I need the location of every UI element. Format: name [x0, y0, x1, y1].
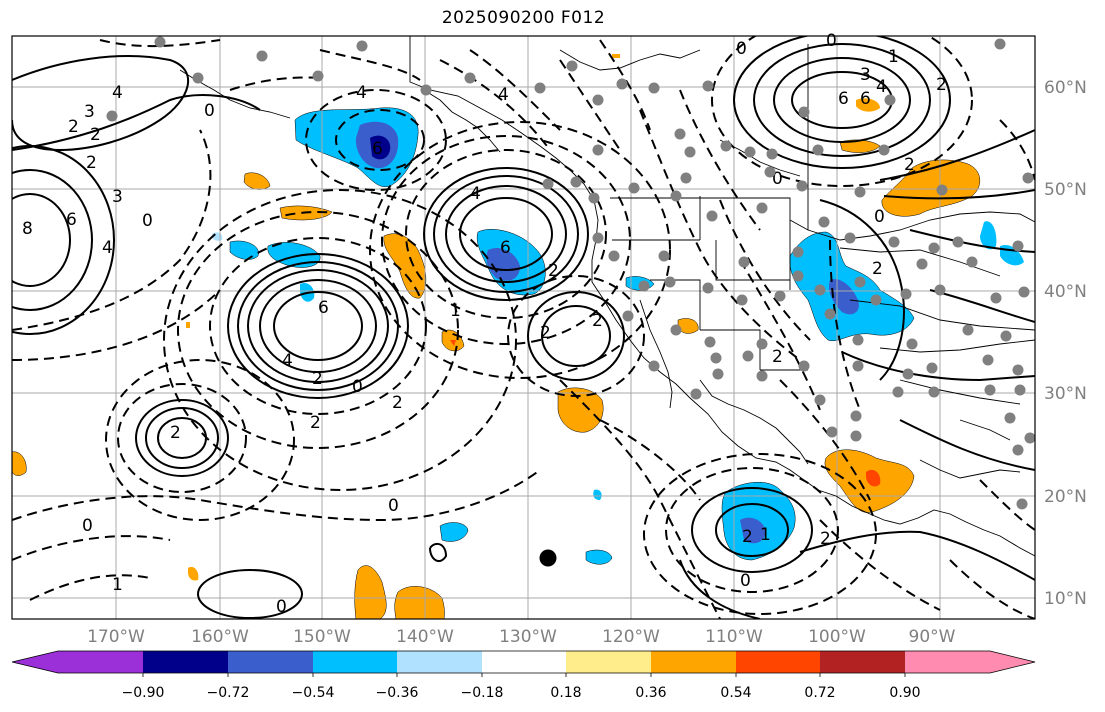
contour-label: 1 [760, 525, 771, 545]
latitude-label: 10°N [1044, 589, 1087, 609]
contour-label: 0 [82, 516, 93, 536]
contour-label: 6 [500, 238, 511, 258]
longitude-label: 150°W [293, 627, 351, 647]
contour-label: 3 [112, 187, 123, 207]
contour-label: 0 [352, 377, 363, 397]
longitude-label: 120°W [602, 627, 660, 647]
contour-label: 2 [548, 261, 559, 281]
contour-label: 1 [450, 301, 461, 321]
longitude-label: 170°W [87, 627, 145, 647]
contour-label: 3 [84, 102, 95, 122]
contour-label: 4 [102, 238, 113, 258]
contour-label: 2 [310, 413, 321, 433]
contour-label: 2 [904, 155, 915, 175]
contour-label: 4 [470, 184, 481, 204]
colorbar-tick-label: 0.72 [804, 685, 835, 701]
contour-label: 2 [68, 117, 79, 137]
contour-label: 2 [772, 347, 783, 367]
contour-label: 8 [22, 219, 33, 239]
contour-label: 0 [276, 597, 287, 617]
contour-label: 4 [112, 83, 123, 103]
solid-contours [12, 36, 1035, 619]
contour-label: 0 [874, 207, 885, 227]
black-station-marker [539, 549, 557, 567]
colorbar-segment [736, 651, 821, 673]
colorbar-segment [313, 651, 398, 673]
colorbar-tick-label: 0.18 [550, 685, 581, 701]
colorbar-segment [143, 651, 229, 673]
contour-label: 2 [742, 527, 753, 547]
contour-label: 0 [388, 496, 399, 516]
colorbar-tick-label: 0.90 [889, 685, 920, 701]
contour-label: 2 [936, 75, 947, 95]
colorbar-segment [651, 651, 737, 673]
colorbar-segment [820, 651, 906, 673]
contour-label: 4 [282, 351, 293, 371]
latitude-label: 20°N [1044, 487, 1087, 507]
longitude-label: 130°W [499, 627, 557, 647]
contour-label: 1 [112, 575, 123, 595]
contour-label: 2 [90, 125, 101, 145]
longitude-label: 90°W [909, 627, 956, 647]
contour-label: 2 [872, 259, 883, 279]
colorbar: −0.90 −0.72 −0.54 −0.36 −0.18 0.18 0.36 … [11, 650, 1036, 701]
dashed-contours [12, 36, 1035, 619]
contour-label: 6 [372, 139, 383, 159]
colorbar-tick-label: −0.18 [461, 685, 504, 701]
contour-label: 2 [170, 423, 181, 443]
contour-labels: 4 3 2 2 2 6 8 4 3 0 0 4 6 4 6 2 6 4 2 0 … [22, 31, 947, 617]
contour-label: 2 [392, 393, 403, 413]
map-frame [11, 35, 1036, 620]
longitude-axis: 170°W 160°W 150°W 140°W 130°W 120°W 110°… [87, 627, 956, 647]
contour-label: 2 [540, 323, 551, 343]
coastlines [179, 36, 1035, 557]
colorbar-segment [228, 651, 314, 673]
contour-label: 2 [312, 369, 323, 389]
latitude-label: 40°N [1044, 282, 1087, 302]
colorbar-segment [482, 651, 567, 673]
colorbar-segment [566, 651, 652, 673]
colorbar-tick-label: −0.36 [376, 685, 419, 701]
contour-label: 1 [888, 47, 899, 67]
colorbar-tick-label: 0.36 [635, 685, 666, 701]
contour-label: 4 [876, 77, 887, 97]
latitude-label: 30°N [1044, 384, 1087, 404]
station-markers [106, 36, 1036, 510]
colorbar-tick-label: −0.54 [292, 685, 335, 701]
longitude-label: 160°W [191, 627, 249, 647]
colorbar-segment [58, 651, 144, 673]
contour-label: 0 [142, 211, 153, 231]
longitude-label: 100°W [808, 627, 866, 647]
contour-label: 3 [860, 65, 871, 85]
contour-label: 2 [592, 311, 603, 331]
contour-label: 2 [820, 529, 831, 549]
longitude-label: 140°W [396, 627, 454, 647]
contour-label: 0 [204, 101, 215, 121]
contour-label: 0 [740, 571, 751, 591]
contour-label: 0 [826, 31, 837, 51]
latitude-axis: 60°N 50°N 40°N 30°N 20°N 10°N [1044, 78, 1087, 609]
colorbar-tick-label: 0.54 [720, 685, 751, 701]
contour-label: 6 [318, 298, 329, 318]
colorbar-segment [397, 651, 483, 673]
contour-label: 4 [356, 83, 367, 103]
colorbar-max-extension [990, 651, 1035, 673]
contour-label: 0 [772, 169, 783, 189]
colorbar-tick-label: −0.72 [207, 685, 250, 701]
colorbar-tick-label: −0.90 [122, 685, 165, 701]
latitude-label: 60°N [1044, 78, 1087, 98]
contour-label: 6 [66, 210, 77, 230]
map-title: 2025090200 F012 [441, 8, 606, 28]
contour-label: 0 [736, 39, 747, 59]
latitude-label: 50°N [1044, 180, 1087, 200]
colorbar-segment [905, 651, 991, 673]
longitude-label: 110°W [705, 627, 763, 647]
contour-label: 2 [86, 153, 97, 173]
contour-label: 6 [838, 89, 849, 109]
contour-label: 4 [498, 85, 509, 105]
colorbar-min-extension [12, 651, 58, 673]
contour-label: 6 [860, 89, 871, 109]
